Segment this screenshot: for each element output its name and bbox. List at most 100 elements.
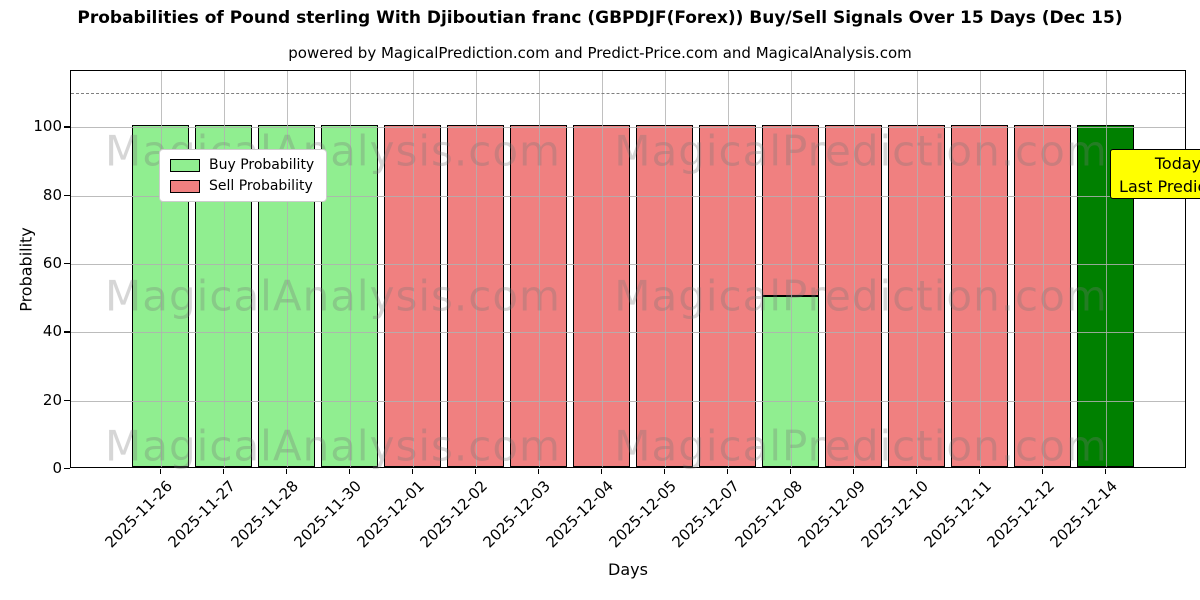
bars-layer [71, 71, 1185, 467]
x-tick-label: 2025-12-05 [605, 477, 681, 552]
y-tick-label: 20 [42, 390, 62, 409]
bar-group [887, 125, 946, 467]
y-tick-label: 40 [42, 322, 62, 341]
gridline-vertical [1105, 71, 1107, 467]
today-annotation-line2: Last Prediction [1119, 177, 1200, 196]
watermark-layer: MagicalAnalysis.com MagicalPrediction.com… [71, 71, 1185, 471]
bar-segment-sell-probability [572, 125, 631, 467]
bar-segment-sell-probability [761, 125, 820, 297]
x-tick-label: 2025-12-14 [1046, 477, 1122, 552]
bar-group [824, 125, 883, 467]
x-tick-label: 2025-11-30 [290, 477, 366, 552]
gridline-vertical [538, 71, 540, 467]
bar-group [1013, 125, 1072, 467]
bar-group [761, 125, 820, 467]
legend-label: Sell Probability [209, 178, 313, 194]
legend-swatch-buy [170, 158, 200, 172]
bar-segment-buy-probability [320, 125, 379, 467]
gridline-vertical [916, 71, 918, 467]
x-axis-tick [726, 469, 728, 474]
gridline-horizontal [71, 264, 1185, 266]
watermark-text: MagicalPrediction.com [614, 271, 1108, 321]
bar-segment-sell-probability [383, 125, 442, 467]
gridline-vertical [601, 71, 603, 467]
x-tick-label: 2025-12-02 [416, 477, 492, 552]
x-axis-tick [1041, 469, 1043, 474]
x-tick-label: 2025-12-12 [983, 477, 1059, 552]
y-axis-tick [64, 263, 70, 265]
bar-segment-sell-probability [509, 125, 568, 467]
chart-title: Probabilities of Pound sterling With Dji… [77, 8, 1123, 28]
bar-group [446, 125, 505, 467]
bar-segment-sell-probability [950, 125, 1009, 467]
y-tick-label: 80 [42, 185, 62, 204]
y-axis-tick [64, 331, 70, 333]
bar-segment-sell-probability [824, 125, 883, 467]
x-tick-label: 2025-11-26 [101, 477, 177, 552]
x-axis-tick [285, 469, 287, 474]
y-axis-tick [64, 126, 70, 128]
today-annotation: Today Last Prediction [1110, 149, 1200, 199]
legend-item: Buy Probability [170, 157, 314, 173]
gridline-vertical [475, 71, 477, 467]
bar-group [383, 125, 442, 467]
bar-segment-sell-probability [1013, 125, 1072, 467]
bar-segment-buy-probability [761, 296, 820, 467]
grid-layer [71, 71, 1185, 467]
y-tick-label: 60 [42, 254, 62, 273]
x-tick-label: 2025-12-04 [542, 477, 618, 552]
x-tick-label: 2025-12-11 [920, 477, 996, 552]
x-axis-tick [348, 469, 350, 474]
x-axis-tick [789, 469, 791, 474]
gridline-vertical [412, 71, 414, 467]
bar-group [950, 125, 1009, 467]
legend: Buy Probability Sell Probability [159, 149, 328, 202]
bar-segment-sell-probability [635, 125, 694, 467]
x-tick-label: 2025-12-01 [353, 477, 429, 552]
bar-segment-sell-probability [887, 125, 946, 467]
x-axis-label: Days [608, 560, 648, 579]
x-tick-label: 2025-12-03 [479, 477, 555, 552]
y-tick-label: 0 [52, 459, 62, 477]
gridline-vertical [223, 71, 225, 467]
watermark-text: MagicalPrediction.com [614, 126, 1108, 176]
x-tick-label: 2025-12-09 [794, 477, 870, 552]
x-axis-tick [411, 469, 413, 474]
gridline-horizontal [71, 332, 1185, 334]
plot-area: MagicalAnalysis.com MagicalPrediction.com… [70, 70, 1200, 471]
gridline-vertical [853, 71, 855, 467]
gridline-horizontal [71, 195, 1185, 197]
gridline-vertical [790, 71, 792, 467]
y-axis-tick [64, 468, 70, 470]
x-axis-tick [600, 469, 602, 474]
y-axis-tick [64, 399, 70, 401]
bar-segment-sell-probability [698, 125, 757, 467]
watermark-text: MagicalPrediction.com [614, 421, 1108, 471]
gridline-horizontal [71, 127, 1185, 129]
x-axis-tick [159, 469, 161, 474]
x-axis-tick [474, 469, 476, 474]
chart-subtitle: powered by MagicalPrediction.com and Pre… [288, 44, 912, 62]
x-axis-tick [537, 469, 539, 474]
gridline-horizontal [71, 400, 1185, 402]
x-tick-label: 2025-12-07 [668, 477, 744, 552]
gridline-vertical [349, 71, 351, 467]
gridline-vertical [160, 71, 162, 467]
gridline-vertical [727, 71, 729, 467]
gridline-vertical [1042, 71, 1044, 467]
y-tick-label: 100 [33, 117, 62, 136]
gridline-vertical [286, 71, 288, 467]
bar-group [572, 125, 631, 467]
bar-group [320, 125, 379, 467]
x-axis-tick [978, 469, 980, 474]
legend-swatch-sell [170, 179, 200, 193]
bar-group [698, 125, 757, 467]
gridline-vertical [979, 71, 981, 467]
x-axis-tick [915, 469, 917, 474]
bar-segment-sell-probability [446, 125, 505, 467]
legend-label: Buy Probability [209, 157, 315, 173]
x-axis-tick [1104, 469, 1106, 474]
dashed-threshold-line [71, 93, 1185, 95]
gridline-vertical [664, 71, 666, 467]
